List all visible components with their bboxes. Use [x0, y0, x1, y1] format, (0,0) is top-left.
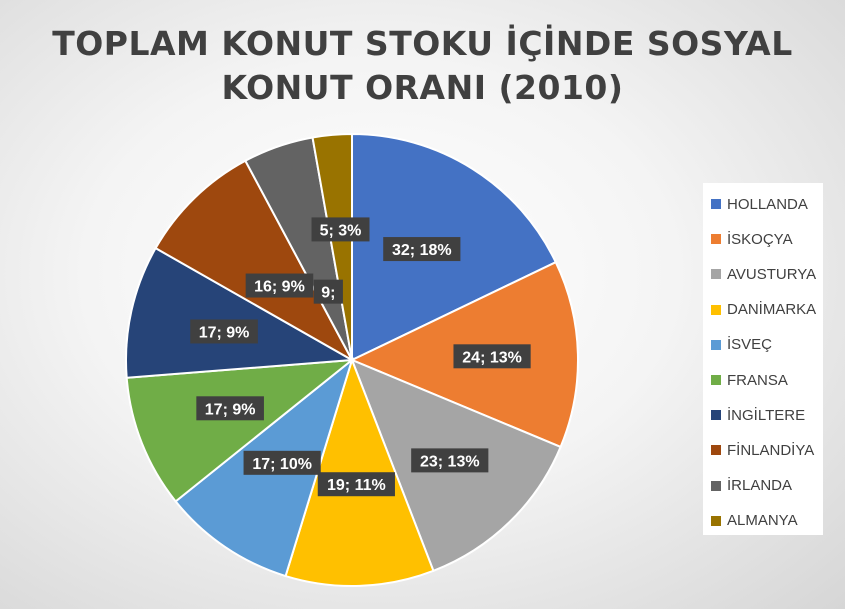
data-label-box-10: [311, 217, 370, 242]
legend-label-8: FİNLANDİYA: [727, 441, 815, 459]
data-label-4: 19; 11%: [317, 472, 395, 497]
legend-item-7: İNGİLTERE: [711, 406, 805, 424]
data-label-8: 16; 9%: [245, 273, 314, 298]
legend-item-4: DANİMARKA: [711, 301, 816, 319]
data-label-text-4: 19; 11%: [327, 477, 386, 494]
legend-item-3: AVUSTURYA: [711, 265, 816, 283]
legend-item-1: HOLLANDA: [711, 195, 808, 213]
data-label-text-10: 5; 3%: [320, 222, 362, 239]
data-label-5: 17; 10%: [243, 450, 321, 475]
data-label-box-2: [453, 344, 531, 369]
pie-slice-6: [125, 358, 356, 503]
legend-label-2: İSKOÇYA: [727, 230, 793, 248]
legend-item-10: ALMANYA: [711, 512, 798, 530]
legend-label-4: DANİMARKA: [727, 301, 817, 319]
legend-swatch-2: [711, 234, 721, 245]
chart-title: TOPLAM KONUT STOKU İÇİNDE SOSYAL KONUT O…: [0, 22, 845, 110]
legend: HOLLANDA İSKOÇYA AVUSTURYA DANİMARKA İSVEÇ FR…: [703, 183, 823, 535]
data-label-text-5: 17; 10%: [252, 456, 312, 473]
data-label-2: 24; 13%: [453, 344, 531, 369]
legend-label-10: ALMANYA: [727, 512, 798, 530]
data-label-box-6: [196, 396, 264, 421]
chart-title-line-2: KONUT ORANI (2010): [221, 68, 624, 107]
pie-slice-8: [154, 159, 355, 363]
data-label-box-3: [411, 448, 489, 473]
legend-label-9: İRLANDA: [727, 477, 793, 495]
data-label-text-9: 9;: [321, 285, 335, 302]
data-label-box-7: [190, 319, 258, 344]
legend-swatch-4: [711, 304, 721, 315]
legend-label-7: İNGİLTERE: [727, 406, 806, 424]
legend-swatch-8: [711, 445, 721, 456]
data-label-9: 9;: [313, 279, 343, 304]
data-label-3: 23; 13%: [411, 448, 489, 473]
legend-swatch-7: [711, 410, 721, 421]
legend-swatch-3: [711, 269, 721, 280]
legend-label-5: İSVEÇ: [727, 336, 773, 354]
legend-label-3: AVUSTURYA: [727, 265, 817, 283]
legend-swatch-1: [711, 199, 721, 209]
data-label-box-1: [383, 237, 461, 262]
data-label-7: 17; 9%: [190, 319, 258, 344]
legend-item-2: İSKOÇYA: [711, 230, 793, 248]
legend-swatch-5: [711, 339, 721, 350]
data-label-text-6: 17; 9%: [205, 401, 256, 418]
data-label-text-3: 23; 13%: [420, 453, 480, 470]
legend-label-6: FRANSA: [727, 371, 788, 389]
data-label-text-1: 32; 18%: [392, 242, 452, 259]
pie-slice-7: [125, 246, 356, 379]
legend-item-5: İSVEÇ: [711, 336, 772, 354]
data-label-box-8: [245, 273, 314, 298]
legend-item-9: İRLANDA: [711, 477, 792, 495]
legend-swatch-9: [711, 480, 721, 491]
legend-label-1: HOLLANDA: [727, 195, 808, 213]
data-label-box-4: [317, 472, 395, 497]
data-label-text-8: 16; 9%: [254, 279, 305, 296]
data-label-box-9: [313, 279, 343, 304]
chart-title-line-1: TOPLAM KONUT STOKU İÇİNDE SOSYAL: [52, 24, 793, 63]
data-label-text-2: 24; 13%: [462, 349, 522, 366]
legend-swatch-6: [711, 375, 721, 385]
data-label-6: 17; 9%: [196, 396, 264, 421]
legend-swatch-10: [711, 515, 721, 526]
data-label-box-5: [243, 450, 321, 475]
data-label-10: 5; 3%: [311, 217, 370, 242]
legend-item-6: FRANSA: [711, 371, 788, 389]
data-label-1: 32; 18%: [383, 237, 461, 262]
legend-item-8: FİNLANDİYA: [711, 441, 814, 459]
data-label-text-7: 17; 9%: [199, 324, 250, 341]
